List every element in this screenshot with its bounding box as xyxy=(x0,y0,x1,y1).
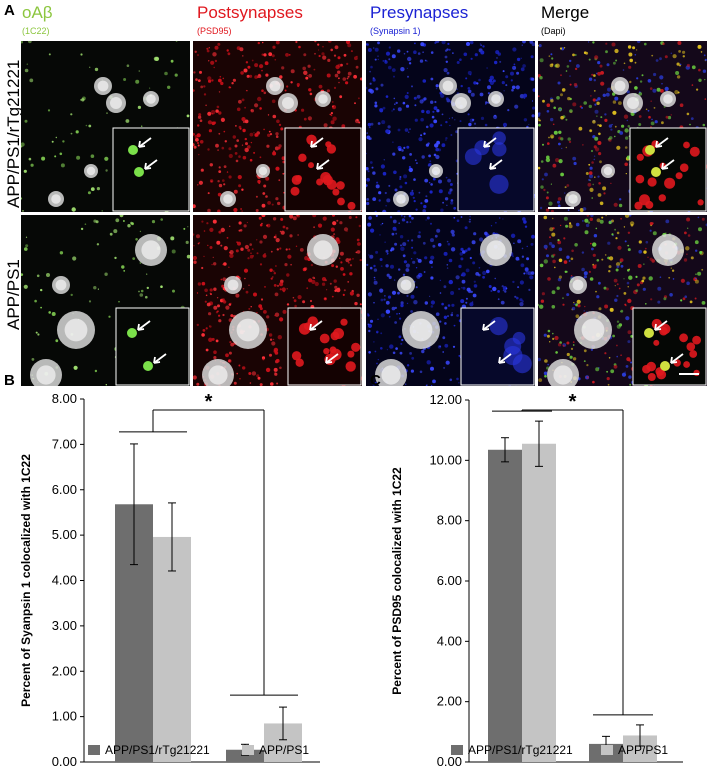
y-tick-label: 4.00 xyxy=(437,633,462,648)
legend-swatch-2 xyxy=(601,745,613,755)
micrograph-r1-c3 xyxy=(366,41,535,212)
column-title-3: Presynapses xyxy=(370,3,469,22)
legend-swatch-1 xyxy=(88,745,100,755)
chart-b-svg: 0.00 1.00 2.00 3.00 4.00 5.00 6.00 7.00 8.00 Perc… xyxy=(19,391,320,775)
y-tick-label: 2.00 xyxy=(437,694,462,709)
chart-c-svg: 0.00 2.00 4.00 6.00 8.00 10.00 12.00 Percent of… xyxy=(390,391,683,775)
legend-swatch-1 xyxy=(451,745,463,755)
micrograph-r2-c2 xyxy=(193,215,362,386)
panel-a-letter: A xyxy=(4,2,15,19)
legend-label-1: APP/PS1/rTg21221 xyxy=(105,743,210,757)
chart-c: 0.00 2.00 4.00 6.00 8.00 10.00 12.00 Percent of… xyxy=(355,370,709,775)
bar-2-1 xyxy=(522,443,556,762)
bar-1-2 xyxy=(226,749,264,762)
y-tick-label: 12.00 xyxy=(429,392,462,407)
y-axis-label: Percent of PSD95 colocalized with 1C22 xyxy=(390,467,404,695)
panel-c-letter: C xyxy=(370,372,381,389)
column-subtitle-1: (1C22) xyxy=(22,26,50,36)
micrograph-r2-c3 xyxy=(366,215,535,386)
legend-label-1: APP/PS1/rTg21221 xyxy=(468,743,573,757)
y-tick-label: 2.00 xyxy=(52,663,77,678)
y-tick-label: 5.00 xyxy=(52,527,77,542)
y-tick-label: 8.00 xyxy=(52,391,77,406)
y-tick-label: 7.00 xyxy=(52,436,77,451)
y-axis-label: Percent of Syanpsin 1 colocalized with 1… xyxy=(19,454,33,707)
micrograph-r1-c4 xyxy=(538,41,707,212)
significance-star: * xyxy=(569,391,577,413)
y-tick-label: 10.00 xyxy=(429,452,462,467)
micrograph-r2-c1 xyxy=(21,215,190,386)
significance-star: * xyxy=(205,391,213,413)
y-tick-label: 0.00 xyxy=(52,754,77,769)
y-tick-label: 4.00 xyxy=(52,573,77,588)
chart-b: 0.00 1.00 2.00 3.00 4.00 5.00 6.00 7.00 8.00 Perc… xyxy=(0,370,354,775)
panel-b-letter: B xyxy=(4,372,15,389)
column-title-4: Merge xyxy=(541,3,590,22)
column-title-2: Postsynapses xyxy=(197,3,303,22)
y-tick-label: 8.00 xyxy=(437,513,462,528)
legend-label-2: APP/PS1 xyxy=(618,743,668,757)
micrograph-r1-c2 xyxy=(193,41,362,212)
micrograph-r2-c4 xyxy=(538,215,707,386)
y-tick-label: 0.00 xyxy=(437,754,462,769)
micrograph-r1-c1 xyxy=(21,41,190,212)
bar-1-1 xyxy=(488,449,522,762)
y-tick-label: 1.00 xyxy=(52,709,77,724)
y-tick-label: 6.00 xyxy=(52,482,77,497)
bar-2-1 xyxy=(153,536,191,762)
column-title-1: oAβ xyxy=(22,3,53,22)
legend-swatch-2 xyxy=(242,745,254,755)
column-subtitle-3: (Synapsin 1) xyxy=(370,26,421,36)
column-subtitle-4: (Dapi) xyxy=(541,26,566,36)
y-tick-label: 3.00 xyxy=(52,618,77,633)
column-subtitle-2: (PSD95) xyxy=(197,26,232,36)
y-tick-label: 6.00 xyxy=(437,573,462,588)
legend-label-2: APP/PS1 xyxy=(259,743,309,757)
